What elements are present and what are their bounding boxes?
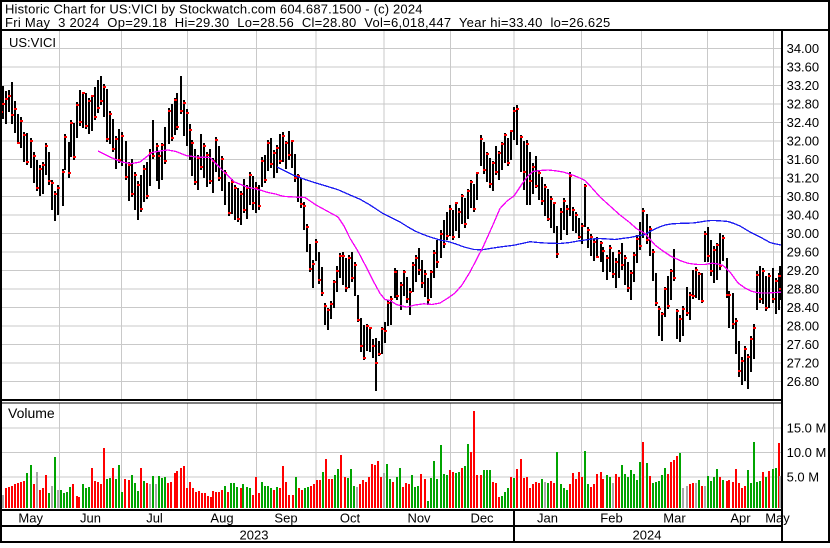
svg-text:30.00: 30.00: [787, 226, 820, 241]
svg-text:32.80: 32.80: [787, 96, 820, 111]
svg-text:27.20: 27.20: [787, 356, 820, 371]
svg-text:US:VICI: US:VICI: [9, 35, 56, 50]
svg-text:Apr: Apr: [730, 511, 751, 526]
svg-text:32.00: 32.00: [787, 134, 820, 149]
svg-text:28.40: 28.40: [787, 300, 820, 315]
svg-text:5.0 M: 5.0 M: [787, 470, 820, 485]
svg-text:33.60: 33.60: [787, 59, 820, 74]
svg-text:27.60: 27.60: [787, 337, 820, 352]
svg-text:15.0 M: 15.0 M: [787, 421, 827, 436]
svg-text:30.40: 30.40: [787, 208, 820, 223]
svg-text:Feb: Feb: [600, 511, 622, 526]
svg-text:Mar: Mar: [663, 511, 686, 526]
svg-text:Aug: Aug: [210, 511, 233, 526]
svg-text:30.80: 30.80: [787, 189, 820, 204]
svg-text:28.00: 28.00: [787, 319, 820, 334]
svg-text:29.20: 29.20: [787, 263, 820, 278]
svg-text:May: May: [18, 511, 43, 526]
svg-text:26.80: 26.80: [787, 374, 820, 389]
svg-text:31.60: 31.60: [787, 152, 820, 167]
svg-text:Jun: Jun: [80, 511, 101, 526]
svg-text:32.40: 32.40: [787, 115, 820, 130]
svg-text:2024: 2024: [633, 528, 662, 543]
svg-text:Sep: Sep: [274, 511, 297, 526]
svg-text:10.0 M: 10.0 M: [787, 445, 827, 460]
svg-text:28.80: 28.80: [787, 282, 820, 297]
svg-text:Dec: Dec: [470, 511, 494, 526]
svg-text:May: May: [765, 511, 790, 526]
svg-text:31.20: 31.20: [787, 171, 820, 186]
svg-text:Oct: Oct: [340, 511, 361, 526]
svg-text:Jul: Jul: [146, 511, 163, 526]
svg-text:Volume: Volume: [8, 405, 55, 421]
svg-text:33.20: 33.20: [787, 78, 820, 93]
svg-text:2023: 2023: [240, 528, 269, 543]
svg-text:Historic Chart for US:VICI by: Historic Chart for US:VICI by Stockwatch…: [5, 2, 423, 17]
svg-text:Nov: Nov: [407, 511, 431, 526]
svg-text:Fri May 3 2024 Op=29.18 Hi=: Fri May 3 2024 Op=29.18 Hi=29.30 Lo=28.5…: [5, 15, 610, 30]
svg-text:34.00: 34.00: [787, 41, 820, 56]
svg-text:29.60: 29.60: [787, 245, 820, 260]
svg-text:Jan: Jan: [537, 511, 558, 526]
